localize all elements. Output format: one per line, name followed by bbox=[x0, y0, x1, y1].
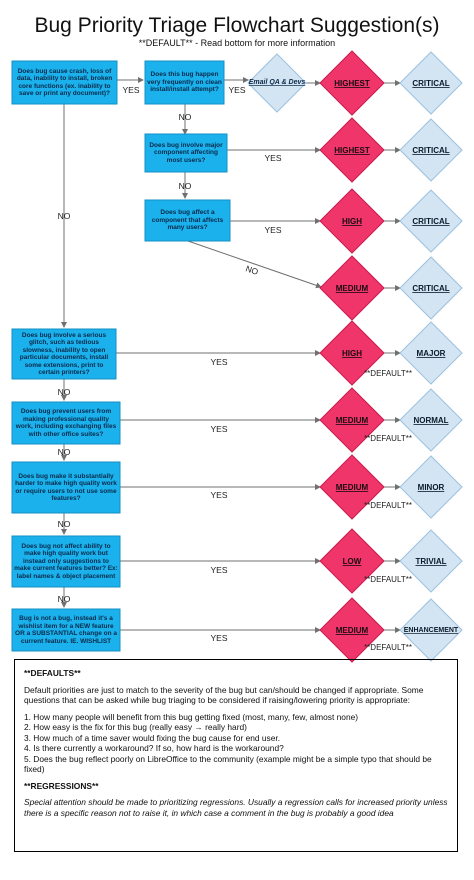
severity-diamond-7 bbox=[399, 455, 463, 519]
regressions-heading: **REGRESSIONS** bbox=[24, 780, 99, 791]
severity-diamond-1 bbox=[399, 51, 463, 115]
question-text-component: Does bug affect a component that affects… bbox=[151, 209, 224, 232]
severity-label-2: CRITICAL bbox=[412, 146, 449, 155]
edge-label-no-3: NO bbox=[244, 263, 260, 277]
edge-label-no-5: NO bbox=[58, 387, 71, 397]
question-box-not-affect bbox=[11, 535, 121, 588]
edge-label-no-8: NO bbox=[58, 594, 71, 604]
question-box-prevent bbox=[11, 401, 121, 445]
default-marker-5: **DEFAULT** bbox=[364, 643, 412, 652]
question-text-harder: Does bug make it substantially harder to… bbox=[15, 472, 117, 503]
edge-label-yes-5: YES bbox=[210, 357, 227, 367]
notes-panel: **DEFAULTS** Default priorities are just… bbox=[14, 659, 458, 852]
question-box-frequent bbox=[144, 60, 225, 105]
question-box-major-component bbox=[144, 133, 228, 173]
severity-label-9: ENHANCEMENT bbox=[404, 627, 459, 634]
question-text-frequent: Does this bug happen very frequently on … bbox=[147, 71, 222, 94]
edge-label-no-6: NO bbox=[58, 447, 71, 457]
severity-label-5: MAJOR bbox=[417, 349, 446, 358]
question-box-component bbox=[144, 199, 231, 242]
default-marker-3: **DEFAULT** bbox=[364, 501, 412, 510]
edge-label-yes-3: YES bbox=[264, 153, 281, 163]
defaults-item: 1. How many people will benefit from thi… bbox=[24, 711, 359, 722]
priority-label-2: HIGHEST bbox=[334, 146, 370, 155]
severity-diamond-6 bbox=[399, 388, 463, 452]
default-marker-4: **DEFAULT** bbox=[364, 575, 412, 584]
priority-diamond-5 bbox=[319, 320, 385, 386]
severity-diamond-5 bbox=[399, 321, 463, 385]
question-text-major-component: Does bug involve major component affecti… bbox=[149, 141, 223, 164]
edge-label-yes-8: YES bbox=[210, 565, 227, 575]
edge-label-yes-9: YES bbox=[210, 633, 227, 643]
severity-label-4: CRITICAL bbox=[412, 284, 449, 293]
priority-diamond-2 bbox=[319, 117, 385, 183]
priority-label-4: MEDIUM bbox=[336, 284, 369, 293]
question-text-prevent: Does bug prevent users from making profe… bbox=[15, 408, 117, 438]
page-subtitle: **DEFAULT** - Read bottom for more infor… bbox=[138, 38, 336, 48]
page-title: Bug Priority Triage Flowchart Suggestion… bbox=[34, 14, 440, 37]
edge-label-yes-1: YES bbox=[122, 85, 139, 95]
priority-label-8: LOW bbox=[343, 557, 362, 566]
priority-diamond-9 bbox=[319, 597, 385, 663]
priority-diamond-7 bbox=[319, 454, 385, 520]
severity-diamond-9 bbox=[399, 598, 463, 662]
defaults-intro: Default priorities are just to match to … bbox=[24, 684, 424, 706]
email-qa-diamond bbox=[247, 53, 307, 113]
default-marker-1: **DEFAULT** bbox=[364, 369, 412, 378]
question-box-glitch bbox=[11, 328, 117, 380]
default-marker-2: **DEFAULT** bbox=[364, 434, 412, 443]
priority-diamond-1 bbox=[319, 50, 385, 116]
edge-label-no-2: NO bbox=[179, 181, 192, 191]
defaults-item: 2. How easy is the fix for this bug (rea… bbox=[24, 722, 247, 732]
defaults-heading: **DEFAULTS** bbox=[24, 668, 81, 678]
email-qa-label: Email QA & Devs bbox=[249, 79, 306, 86]
question-text-not-affect: Does bug not affect ability to make high… bbox=[14, 542, 118, 580]
priority-label-1: HIGHEST bbox=[334, 79, 370, 88]
edge-label-yes-2: YES bbox=[228, 85, 245, 95]
defaults-item: 4. Is there currently a workaround? If s… bbox=[24, 743, 284, 753]
edge-label-no-7: NO bbox=[58, 519, 71, 529]
severity-diamond-8 bbox=[399, 529, 463, 593]
priority-label-3: HIGH bbox=[342, 217, 362, 226]
question-text-crash: Does bug cause crash, loss of data, inab… bbox=[16, 67, 113, 98]
edge-label-yes-4: YES bbox=[264, 225, 281, 235]
severity-label-6: NORMAL bbox=[413, 416, 448, 425]
severity-diamond-3 bbox=[399, 189, 463, 253]
edge-label-no-1: NO bbox=[179, 112, 192, 122]
priority-diamond-3 bbox=[319, 188, 385, 254]
severity-label-8: TRIVIAL bbox=[415, 557, 446, 566]
priority-label-7: MEDIUM bbox=[336, 483, 369, 492]
priority-diamond-6 bbox=[319, 387, 385, 453]
severity-label-7: MINOR bbox=[418, 483, 445, 492]
edge-component-p4 bbox=[187, 240, 322, 289]
edge-label-no-4: NO bbox=[58, 211, 71, 221]
edge-label-yes-7: YES bbox=[210, 490, 227, 500]
severity-diamond-2 bbox=[399, 118, 463, 182]
defaults-item: 3. How much of a time saver would fixing… bbox=[24, 732, 281, 743]
priority-label-9: MEDIUM bbox=[336, 626, 369, 635]
priority-label-6: MEDIUM bbox=[336, 416, 369, 425]
priority-label-5: HIGH bbox=[342, 349, 362, 358]
question-box-crash bbox=[11, 60, 118, 105]
question-text-glitch: Does bug involve a serious glitch, such … bbox=[19, 331, 109, 377]
severity-diamond-4 bbox=[399, 256, 463, 320]
question-box-notbug bbox=[11, 608, 121, 652]
question-text-notbug: Bug is not a bug, instead it's a wishlis… bbox=[15, 615, 117, 645]
severity-label-1: CRITICAL bbox=[412, 79, 449, 88]
edge-label-yes-6: YES bbox=[210, 424, 227, 434]
priority-diamond-8 bbox=[319, 528, 385, 594]
defaults-item: 5. Does the bug reflect poorly on LibreO… bbox=[24, 753, 432, 775]
question-box-harder bbox=[11, 461, 121, 514]
defaults-list: 1. How many people will benefit from thi… bbox=[24, 712, 448, 775]
regressions-text: Special attention should be made to prio… bbox=[24, 797, 448, 818]
severity-label-3: CRITICAL bbox=[412, 217, 449, 226]
priority-diamond-4 bbox=[319, 255, 385, 321]
